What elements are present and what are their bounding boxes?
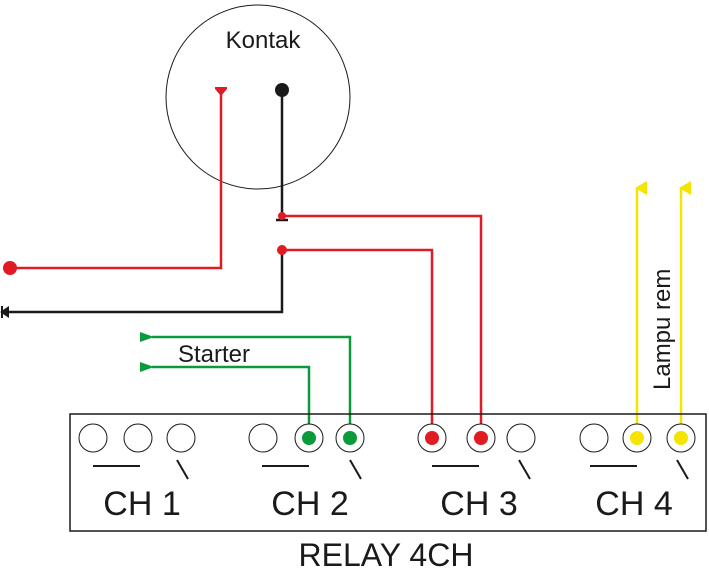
ch1-terminal-3 <box>166 423 196 453</box>
black-switch-wire <box>275 83 289 222</box>
relay-channel-3: CH 3 <box>417 423 536 523</box>
ch2-terminal-1 <box>248 423 278 453</box>
red-ch3-wires <box>277 212 483 438</box>
relay-channel-1: CH 1 <box>78 423 196 523</box>
red-switch-wire <box>3 87 227 275</box>
relay-module-label: RELAY 4CH <box>299 537 474 571</box>
brake-lamp-label: Lampu rem <box>649 269 676 390</box>
ch1-terminal-2 <box>123 423 153 453</box>
starter-label: Starter <box>178 341 250 368</box>
ch3-terminal-3 <box>506 423 536 453</box>
relay-channel-2: CH 2 <box>248 423 365 523</box>
ignition-switch-label: Kontak <box>226 27 302 54</box>
relay-module-box <box>69 413 707 532</box>
ch3-label: CH 3 <box>440 485 517 523</box>
ignition-switch-circle <box>165 4 351 190</box>
ch2-label: CH 2 <box>271 485 348 523</box>
ch1-terminal-1 <box>78 423 108 453</box>
ch1-label: CH 1 <box>103 485 180 523</box>
yellow-brake-wires <box>635 181 691 438</box>
relay-channel-4: CH 4 <box>579 423 696 523</box>
ch4-terminal-1 <box>579 423 609 453</box>
ch4-label: CH 4 <box>595 485 672 523</box>
black-ground-wire <box>0 250 284 318</box>
